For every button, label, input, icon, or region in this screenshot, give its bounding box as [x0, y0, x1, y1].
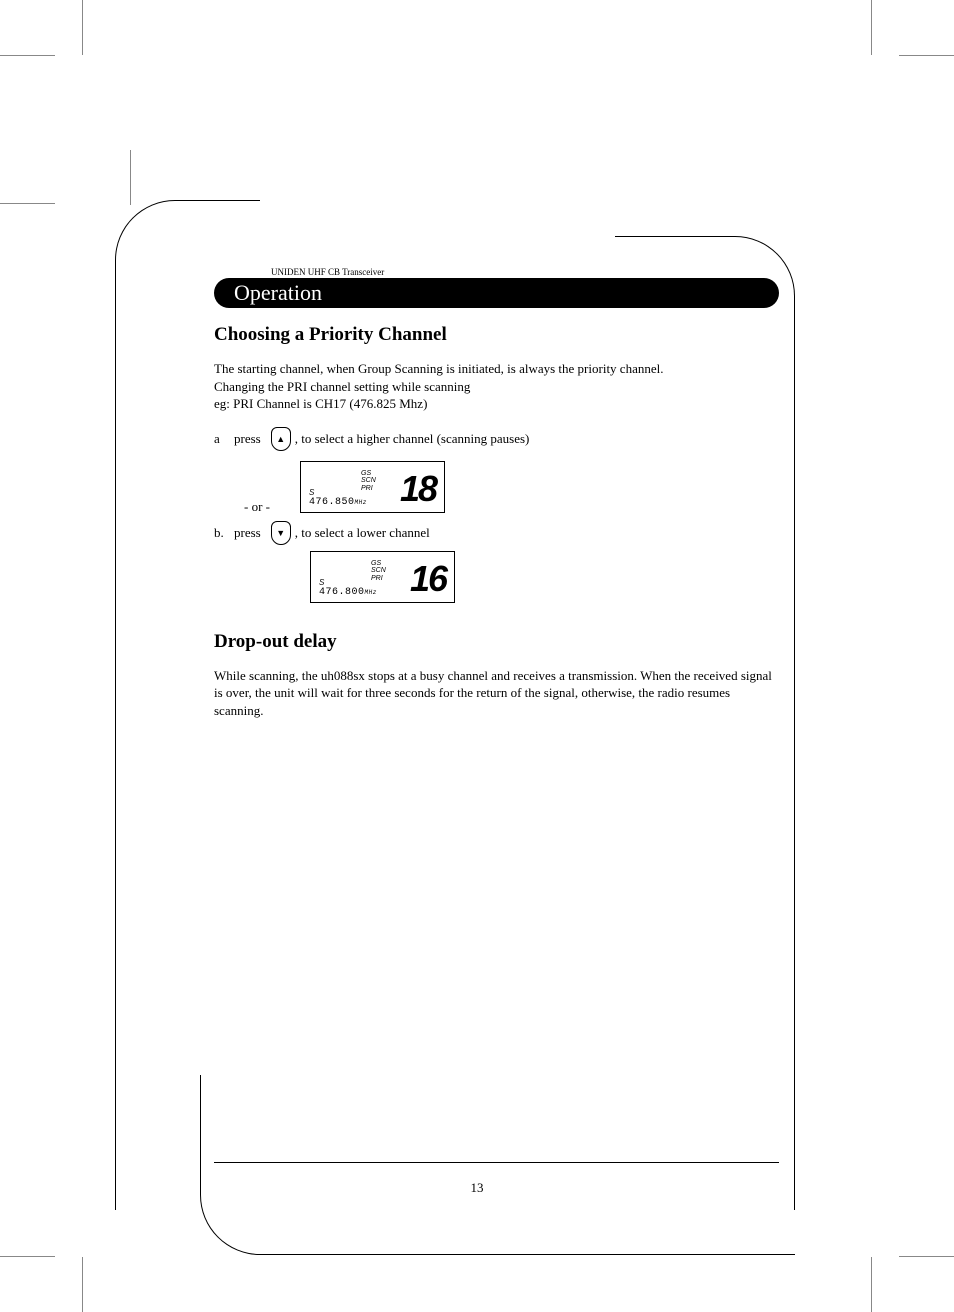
content-area: Choosing a Priority Channel The starting…: [214, 324, 779, 733]
lcd1-s: S: [309, 488, 314, 497]
frame-corner: [115, 200, 215, 300]
intro-line1: The starting channel, when Group Scannin…: [214, 361, 663, 376]
page-number: 13: [0, 1180, 954, 1196]
lcd2-flag-gs: GS: [371, 560, 381, 567]
header-small-label: UNIDEN UHF CB Transceiver: [271, 267, 384, 277]
lcd2-freq: 476.800MHz: [319, 587, 377, 598]
page-divider: [214, 1162, 779, 1163]
section1-intro: The starting channel, when Group Scannin…: [214, 360, 779, 413]
crop-mark: [871, 0, 872, 55]
section2-body: While scanning, the uh088sx stops at a b…: [214, 667, 779, 720]
step-a-row: a press , to select a higher channel (sc…: [214, 427, 779, 451]
lcd2-channel: 16: [410, 558, 446, 600]
step-b-word: press: [234, 525, 261, 541]
header-bar-title: Operation: [214, 278, 779, 308]
intro-line3: eg: PRI Channel is CH17 (476.825 Mhz): [214, 396, 427, 411]
lcd2-freq-unit: MHz: [365, 589, 377, 596]
frame-line: [289, 1254, 795, 1255]
frame-line: [115, 300, 116, 1210]
crop-mark: [82, 1257, 83, 1312]
intro-line2: Changing the PRI channel setting while s…: [214, 379, 470, 394]
lcd2-freq-value: 476.800: [319, 587, 365, 598]
crop-mark: [871, 1257, 872, 1312]
lcd1-flag-pri: PRI: [361, 485, 373, 492]
lcd1-freq: 476.850MHz: [309, 497, 367, 508]
lcd1-flag-gs: GS: [361, 470, 371, 477]
step-b-row: b. press , to select a lower channel: [214, 521, 779, 545]
step-b-letter: b.: [214, 525, 234, 541]
or-text: - or -: [244, 499, 270, 515]
lcd2-s: S: [319, 578, 324, 587]
lcd1-flag-scn: SCN: [361, 477, 376, 484]
lcd1-freq-unit: MHz: [355, 499, 367, 506]
lcd-display-1: S GS SCN PRI 476.850MHz 18: [300, 461, 445, 513]
up-arrow-button-icon: [271, 427, 291, 451]
crop-mark: [0, 55, 55, 56]
step-a-letter: a: [214, 431, 234, 447]
step-a-text: , to select a higher channel (scanning p…: [295, 431, 530, 447]
lcd1-channel: 18: [400, 468, 436, 510]
lcd1-flags: GS SCN PRI: [361, 470, 376, 493]
section2-title: Drop-out delay: [214, 631, 779, 653]
section1-title: Choosing a Priority Channel: [214, 324, 779, 346]
frame-line: [794, 316, 795, 1210]
crop-mark: [899, 1256, 954, 1257]
step-b-text: , to select a lower channel: [295, 525, 430, 541]
section2: Drop-out delay While scanning, the uh088…: [214, 631, 779, 720]
down-arrow-button-icon: [271, 521, 291, 545]
lcd2-flag-scn: SCN: [371, 567, 386, 574]
frame-line: [200, 1075, 201, 1165]
frame-corner: [200, 1165, 290, 1255]
lcd-display-2: S GS SCN PRI 476.800MHz 16: [310, 551, 455, 603]
crop-mark: [0, 1256, 55, 1257]
crop-mark: [82, 0, 83, 55]
crop-mark: [130, 150, 131, 205]
lcd1-freq-value: 476.850: [309, 497, 355, 508]
lcd2-flags: GS SCN PRI: [371, 560, 386, 583]
step-a-word: press: [234, 431, 261, 447]
lcd2-flag-pri: PRI: [371, 575, 383, 582]
crop-mark: [899, 55, 954, 56]
crop-mark: [0, 203, 55, 204]
frame-line: [175, 200, 260, 201]
